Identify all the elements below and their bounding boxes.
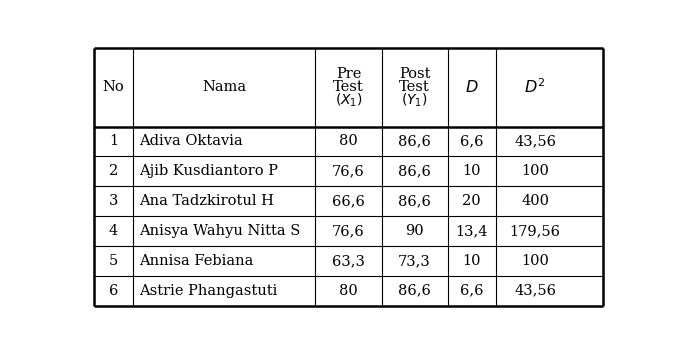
Text: 2: 2	[109, 164, 118, 178]
Text: 179,56: 179,56	[510, 224, 561, 238]
Text: Pre: Pre	[336, 67, 361, 81]
Text: 43,56: 43,56	[514, 134, 556, 148]
Text: 1: 1	[109, 134, 118, 148]
Text: 5: 5	[109, 254, 118, 268]
Text: 66,6: 66,6	[332, 194, 365, 208]
Text: Test: Test	[399, 80, 430, 94]
Text: Ana Tadzkirotul H: Ana Tadzkirotul H	[139, 194, 274, 208]
Text: Nama: Nama	[202, 80, 246, 94]
Text: 6: 6	[109, 284, 118, 298]
Text: 80: 80	[339, 284, 358, 298]
Text: Anisya Wahyu Nitta S: Anisya Wahyu Nitta S	[139, 224, 301, 238]
Text: 86,6: 86,6	[398, 194, 431, 208]
Text: 86,6: 86,6	[398, 284, 431, 298]
Text: 13,4: 13,4	[456, 224, 488, 238]
Text: 100: 100	[522, 164, 549, 178]
Text: 43,56: 43,56	[514, 284, 556, 298]
Text: No: No	[103, 80, 124, 94]
Text: 80: 80	[339, 134, 358, 148]
Text: 86,6: 86,6	[398, 134, 431, 148]
Text: 10: 10	[462, 254, 481, 268]
Text: Adiva Oktavia: Adiva Oktavia	[139, 134, 243, 148]
Text: Test: Test	[333, 80, 364, 94]
Text: $(Y_1)$: $(Y_1)$	[401, 91, 428, 109]
Text: 63,3: 63,3	[332, 254, 365, 268]
Text: $D^2$: $D^2$	[524, 78, 546, 97]
Text: 100: 100	[522, 254, 549, 268]
Text: 76,6: 76,6	[332, 224, 365, 238]
Text: 4: 4	[109, 224, 118, 238]
Text: 6,6: 6,6	[460, 284, 483, 298]
Text: Ajib Kusdiantoro P: Ajib Kusdiantoro P	[139, 164, 278, 178]
Text: 90: 90	[405, 224, 424, 238]
Text: Annisa Febiana: Annisa Febiana	[139, 254, 253, 268]
Text: $D$: $D$	[465, 79, 479, 96]
Text: 86,6: 86,6	[398, 164, 431, 178]
Text: 6,6: 6,6	[460, 134, 483, 148]
Text: 76,6: 76,6	[332, 164, 365, 178]
Text: 73,3: 73,3	[398, 254, 431, 268]
Text: $(X_1)$: $(X_1)$	[335, 91, 362, 109]
Text: Astrie Phangastuti: Astrie Phangastuti	[139, 284, 277, 298]
Text: 10: 10	[462, 164, 481, 178]
Text: Post: Post	[398, 67, 430, 81]
Text: 20: 20	[462, 194, 481, 208]
Text: 3: 3	[109, 194, 118, 208]
Text: 400: 400	[521, 194, 549, 208]
